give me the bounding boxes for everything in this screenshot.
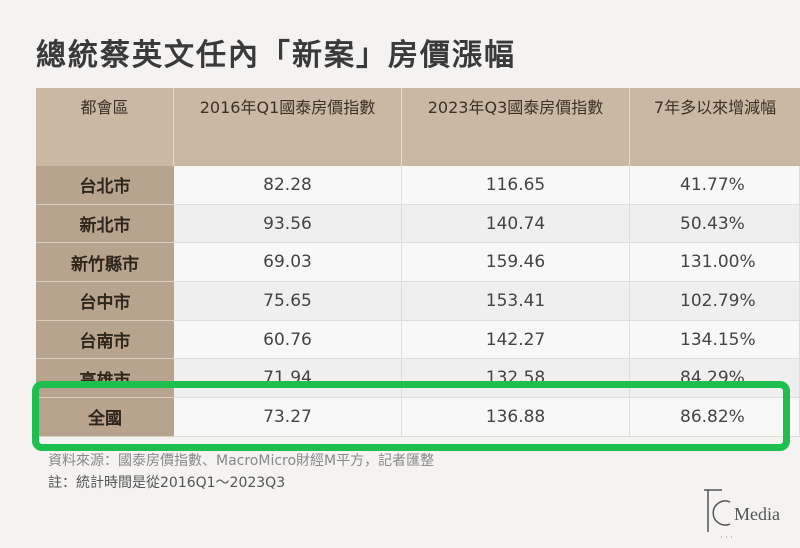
row-2023q3: 140.74	[402, 204, 630, 244]
row-2016q1: 73.27	[174, 398, 402, 437]
svg-text:Media: Media	[734, 504, 780, 524]
table-row: 台南市 60.76 142.27 134.15%	[36, 320, 800, 360]
table-row: 新竹縣市 69.03 159.46 131.00%	[36, 243, 800, 283]
row-2016q1: 71.94	[174, 359, 402, 399]
row-change: 86.82%	[630, 398, 800, 437]
header-change: 7年多以來增減幅	[630, 88, 800, 166]
svg-text:· · ·: · · ·	[720, 533, 733, 542]
row-city: 新北市	[36, 204, 174, 244]
row-2023q3: 136.88	[402, 398, 630, 437]
period-note: 註：統計時間是從2016Q1～2023Q3	[48, 475, 286, 491]
row-city: 台北市	[36, 166, 174, 205]
source-note: 資料來源：國泰房價指數、MacroMicro財經M平方，記者匯整	[48, 453, 435, 469]
row-change: 102.79%	[630, 282, 800, 321]
row-2016q1: 93.56	[174, 204, 402, 244]
row-2023q3: 153.41	[402, 282, 630, 321]
row-city: 全國	[36, 398, 174, 437]
row-2023q3: 159.46	[402, 243, 630, 283]
row-2023q3: 142.27	[402, 320, 630, 360]
table-row: 全國 73.27 136.88 86.82%	[36, 398, 800, 437]
table-row: 台北市 82.28 116.65 41.77%	[36, 166, 800, 205]
row-city: 台中市	[36, 282, 174, 321]
header-2016q1: 2016年Q1國泰房價指數	[174, 88, 402, 166]
row-change: 134.15%	[630, 320, 800, 360]
table-row: 台中市 75.65 153.41 102.79%	[36, 282, 800, 321]
row-change: 41.77%	[630, 166, 800, 205]
header-2023q3: 2023年Q3國泰房價指數	[402, 88, 630, 166]
row-change: 131.00%	[630, 243, 800, 283]
row-2016q1: 82.28	[174, 166, 402, 205]
price-index-table: 都會區 2016年Q1國泰房價指數 2023年Q3國泰房價指數 7年多以來增減幅…	[36, 88, 800, 437]
row-2016q1: 60.76	[174, 320, 402, 360]
row-2023q3: 132.58	[402, 359, 630, 399]
row-city: 高雄市	[36, 359, 174, 399]
row-2016q1: 69.03	[174, 243, 402, 283]
row-change: 50.43%	[630, 204, 800, 244]
table-header-row: 都會區 2016年Q1國泰房價指數 2023年Q3國泰房價指數 7年多以來增減幅	[36, 88, 800, 166]
row-city: 新竹縣市	[36, 243, 174, 283]
row-change: 84.29%	[630, 359, 800, 399]
row-2023q3: 116.65	[402, 166, 630, 205]
row-2016q1: 75.65	[174, 282, 402, 321]
header-city: 都會區	[36, 88, 174, 166]
media-logo: Media · · ·	[704, 489, 780, 542]
table-row: 高雄市 71.94 132.58 84.29%	[36, 359, 800, 399]
row-city: 台南市	[36, 320, 174, 360]
table-row: 新北市 93.56 140.74 50.43%	[36, 204, 800, 244]
page-title: 總統蔡英文任內「新案」房價漲幅	[36, 38, 516, 73]
